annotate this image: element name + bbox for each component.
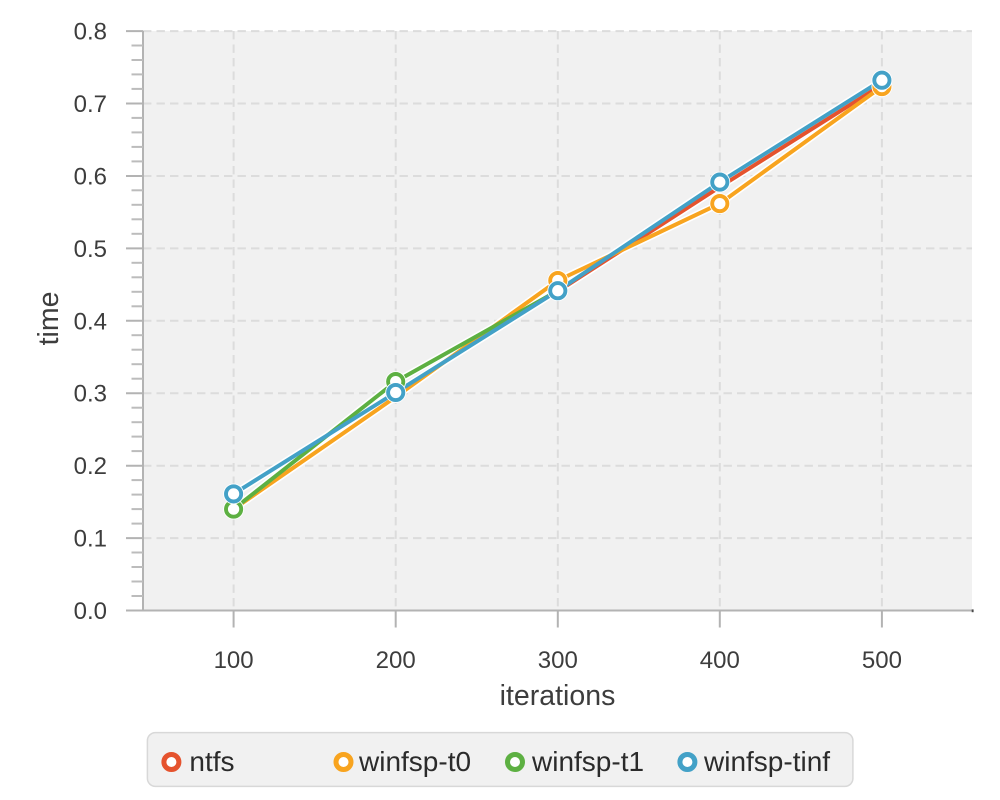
svg-text:100: 100	[214, 647, 254, 674]
svg-text:300: 300	[538, 647, 578, 674]
svg-text:0.3: 0.3	[74, 381, 107, 408]
svg-text:400: 400	[700, 647, 740, 674]
svg-text:0.2: 0.2	[74, 453, 107, 480]
svg-text:iterations: iterations	[500, 680, 616, 712]
svg-text:0.0: 0.0	[74, 598, 107, 625]
svg-text:ntfs: ntfs	[189, 746, 234, 777]
svg-text:winfsp-t1: winfsp-t1	[531, 746, 644, 777]
svg-text:time: time	[33, 292, 65, 346]
svg-text:0.7: 0.7	[74, 91, 107, 118]
svg-text:winfsp-tinf: winfsp-tinf	[703, 746, 830, 777]
svg-text:0.6: 0.6	[74, 164, 107, 191]
svg-text:200: 200	[376, 647, 416, 674]
svg-text:winfsp-t0: winfsp-t0	[358, 746, 471, 777]
svg-text:0.4: 0.4	[74, 308, 107, 335]
svg-text:500: 500	[862, 647, 902, 674]
svg-text:0.5: 0.5	[74, 236, 107, 263]
svg-text:0.1: 0.1	[74, 526, 107, 553]
svg-text:0.8: 0.8	[74, 19, 107, 46]
